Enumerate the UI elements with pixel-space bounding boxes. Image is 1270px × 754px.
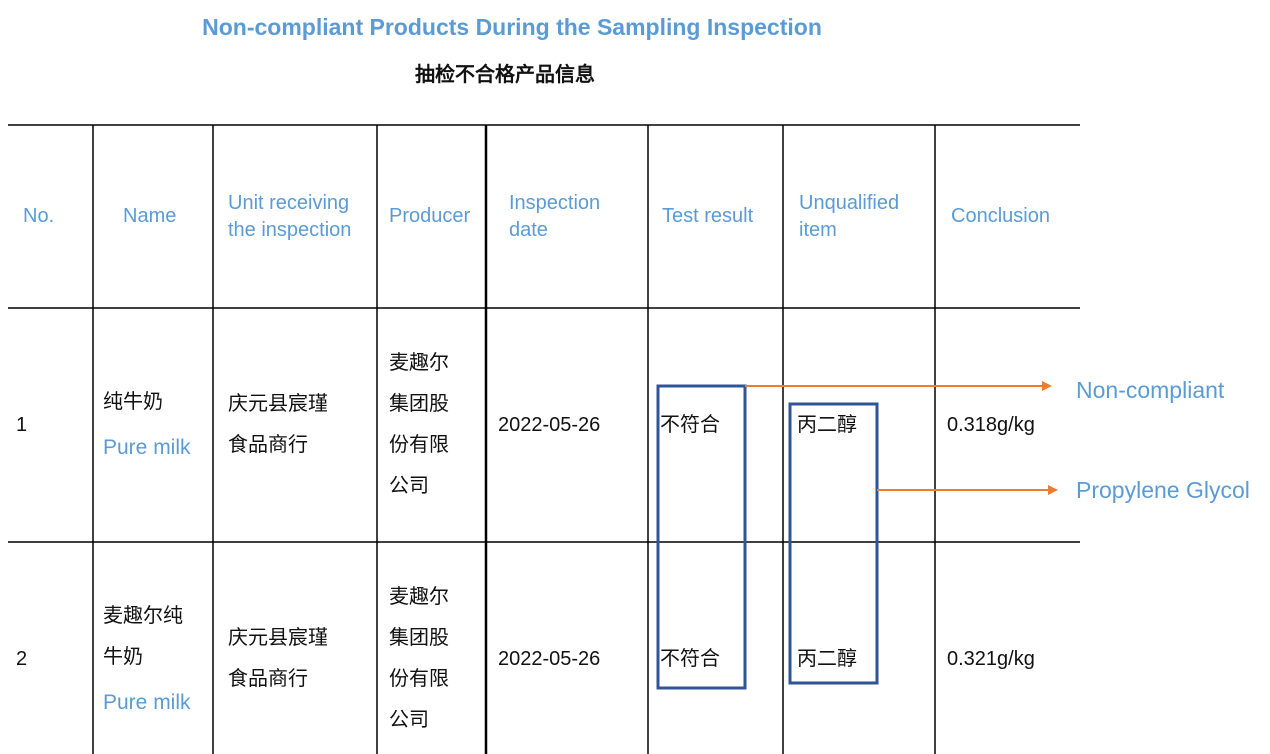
subtitle: 抽检不合格产品信息 — [415, 62, 595, 86]
column-header: Name — [123, 205, 177, 227]
table-row: No. Name Unit receiving the inspection Prod… — [0, 125, 1080, 308]
column-header: No. — [23, 205, 55, 227]
annotation: Non-compliant — [1076, 377, 1225, 403]
table-cell: 丙二醇 — [797, 413, 857, 436]
table-cell: 不符合 — [660, 413, 720, 436]
title: Non-compliant Products During the Sampli… — [202, 14, 822, 40]
name-cell: 纯牛奶 Pure milk — [103, 382, 191, 468]
table-cell: 麦趣尔集团股份有限公司 — [389, 352, 449, 497]
name-en: Pure milk — [103, 436, 191, 459]
table-row: 2 麦趣尔纯牛奶 Pure milk 庆元县宸瑾食品商行 麦趣尔集团股份有限公司 2022… — [0, 542, 1080, 754]
column-header: Inspection date — [509, 191, 601, 241]
name-en: Pure milk — [103, 690, 191, 714]
highlight-box — [656, 384, 747, 690]
annotation: Propylene Glycol — [1076, 477, 1250, 503]
table-cell: 2 — [16, 647, 28, 670]
table-cell: 1 — [16, 413, 28, 436]
column-header: Unit receiving the inspection — [228, 191, 352, 241]
column-header: Producer — [389, 205, 471, 227]
table-row: 1 纯牛奶 Pure milk 庆元县宸瑾食品商行 麦趣尔集团股份有限公司 2022-05… — [0, 308, 1080, 542]
column-header: Test result — [662, 205, 754, 227]
column-header: Unqualified item — [799, 191, 900, 241]
table-cell: 庆元县宸瑾食品商行 — [228, 627, 328, 690]
table-cell: 2022-05-26 — [498, 647, 601, 670]
table-cell: 0.318g/kg — [947, 413, 1035, 436]
name-zh: 麦趣尔纯牛奶 — [103, 604, 183, 668]
table-cell: 丙二醇 — [797, 647, 857, 670]
column-header: Conclusion — [951, 205, 1050, 227]
table-cell: 庆元县宸瑾食品商行 — [228, 393, 328, 456]
highlight-box — [788, 402, 879, 685]
table-cell: 不符合 — [660, 647, 720, 670]
table-cell: 麦趣尔集团股份有限公司 — [389, 586, 449, 731]
table-cell: 2022-05-26 — [498, 413, 601, 436]
table-cell: 0.321g/kg — [947, 647, 1035, 670]
name-zh: 纯牛奶 — [103, 391, 163, 413]
name-cell: 麦趣尔纯牛奶 Pure milk — [103, 596, 191, 723]
